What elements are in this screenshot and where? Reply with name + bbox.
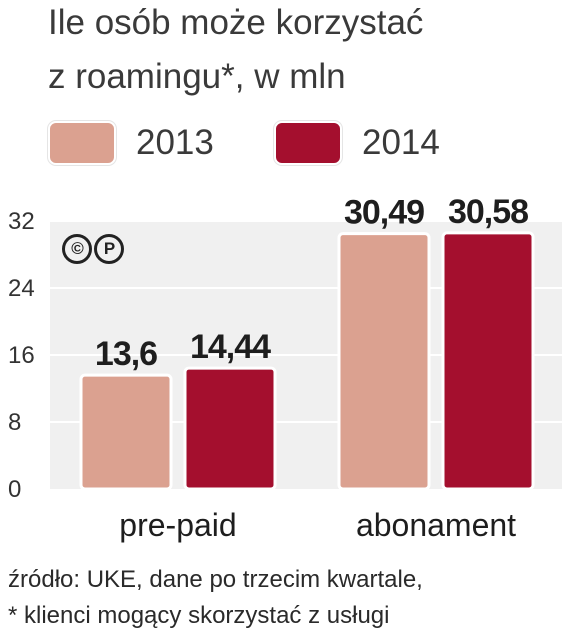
y-tick-label: 0 <box>8 476 21 503</box>
y-tick-label: 8 <box>8 409 21 436</box>
footnote: * klienci mogący skorzystać z usługi <box>8 602 390 629</box>
data-label: 13,6 <box>95 335 157 373</box>
x-category-label: abonament <box>356 507 516 543</box>
legend-swatch-2014 <box>274 121 342 165</box>
chart-title-line-1: Ile osób może korzystać <box>48 3 424 42</box>
bar-2013-pre-paid <box>79 373 173 491</box>
data-label: 30,49 <box>344 194 424 232</box>
y-tick-label: 16 <box>8 342 35 369</box>
bar-2014-pre-paid <box>183 366 277 491</box>
copyright-mark: © P <box>62 234 126 264</box>
source-note: źródło: UKE, dane po trzecim kwartale, <box>8 566 423 593</box>
bar-2013-abonament <box>337 232 431 491</box>
chart-title-line-2: z roamingu*, w mln <box>48 57 346 96</box>
legend-label-2014: 2014 <box>362 123 440 162</box>
data-label: 14,44 <box>190 328 271 366</box>
bar-chart: 0 8 16 24 32 13,6 14,44 pre-paid 30,49 30,58 abona… <box>8 193 562 543</box>
legend-swatch-2013 <box>48 121 116 165</box>
y-tick-label: 32 <box>8 208 35 235</box>
x-category-label: pre-paid <box>119 507 236 543</box>
data-label: 30,58 <box>448 193 528 231</box>
legend-label-2013: 2013 <box>136 123 214 162</box>
y-tick-label: 24 <box>8 275 35 302</box>
bar-2014-abonament <box>441 231 535 491</box>
